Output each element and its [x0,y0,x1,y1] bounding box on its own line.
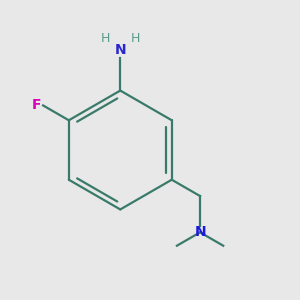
Text: N: N [194,225,206,239]
Text: H: H [130,32,140,45]
Text: F: F [32,98,41,112]
Text: H: H [101,32,110,45]
Text: N: N [115,44,126,57]
